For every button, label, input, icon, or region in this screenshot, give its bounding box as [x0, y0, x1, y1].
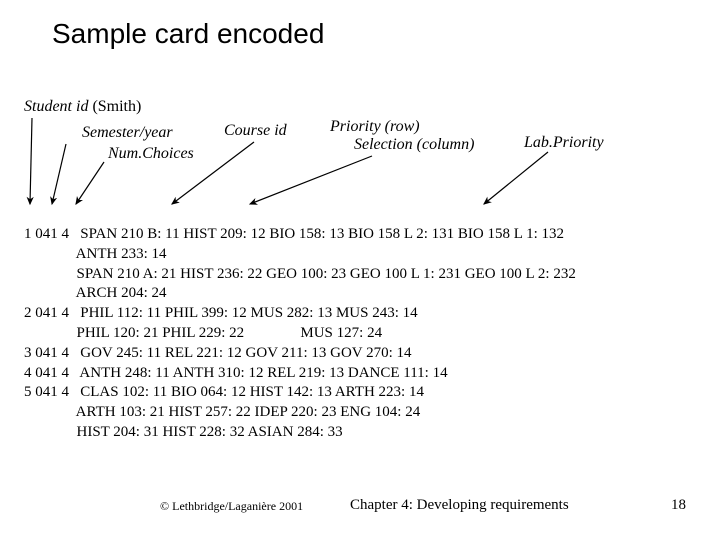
- encoded-data-block: 1 041 4 SPAN 210 B: 11 HIST 209: 12 BIO …: [24, 225, 576, 443]
- footer-copyright: © Lethbridge/Laganière 2001: [160, 499, 303, 514]
- pointer-arrow: [250, 156, 372, 204]
- label-semester-year: Semester/year: [82, 124, 173, 142]
- footer-chapter: Chapter 4: Developing requirements: [350, 497, 569, 514]
- slide-title: Sample card encoded: [52, 18, 324, 50]
- label-lab-priority: Lab.Priority: [524, 134, 604, 152]
- pointer-arrow: [76, 162, 104, 204]
- footer-page-number: 18: [671, 497, 686, 514]
- pointer-arrow: [484, 152, 548, 204]
- label-selection-column: Selection (column): [354, 136, 474, 154]
- label-student-id-text: Student id: [24, 98, 88, 115]
- label-priority-row: Priority (row): [330, 118, 420, 136]
- pointer-arrow: [30, 118, 32, 204]
- label-course-id: Course id: [224, 122, 287, 140]
- pointer-arrow: [52, 144, 66, 204]
- label-student-id: Student id (Smith): [24, 98, 141, 116]
- label-student-name: (Smith): [92, 98, 141, 115]
- label-num-choices: Num.Choices: [108, 145, 194, 163]
